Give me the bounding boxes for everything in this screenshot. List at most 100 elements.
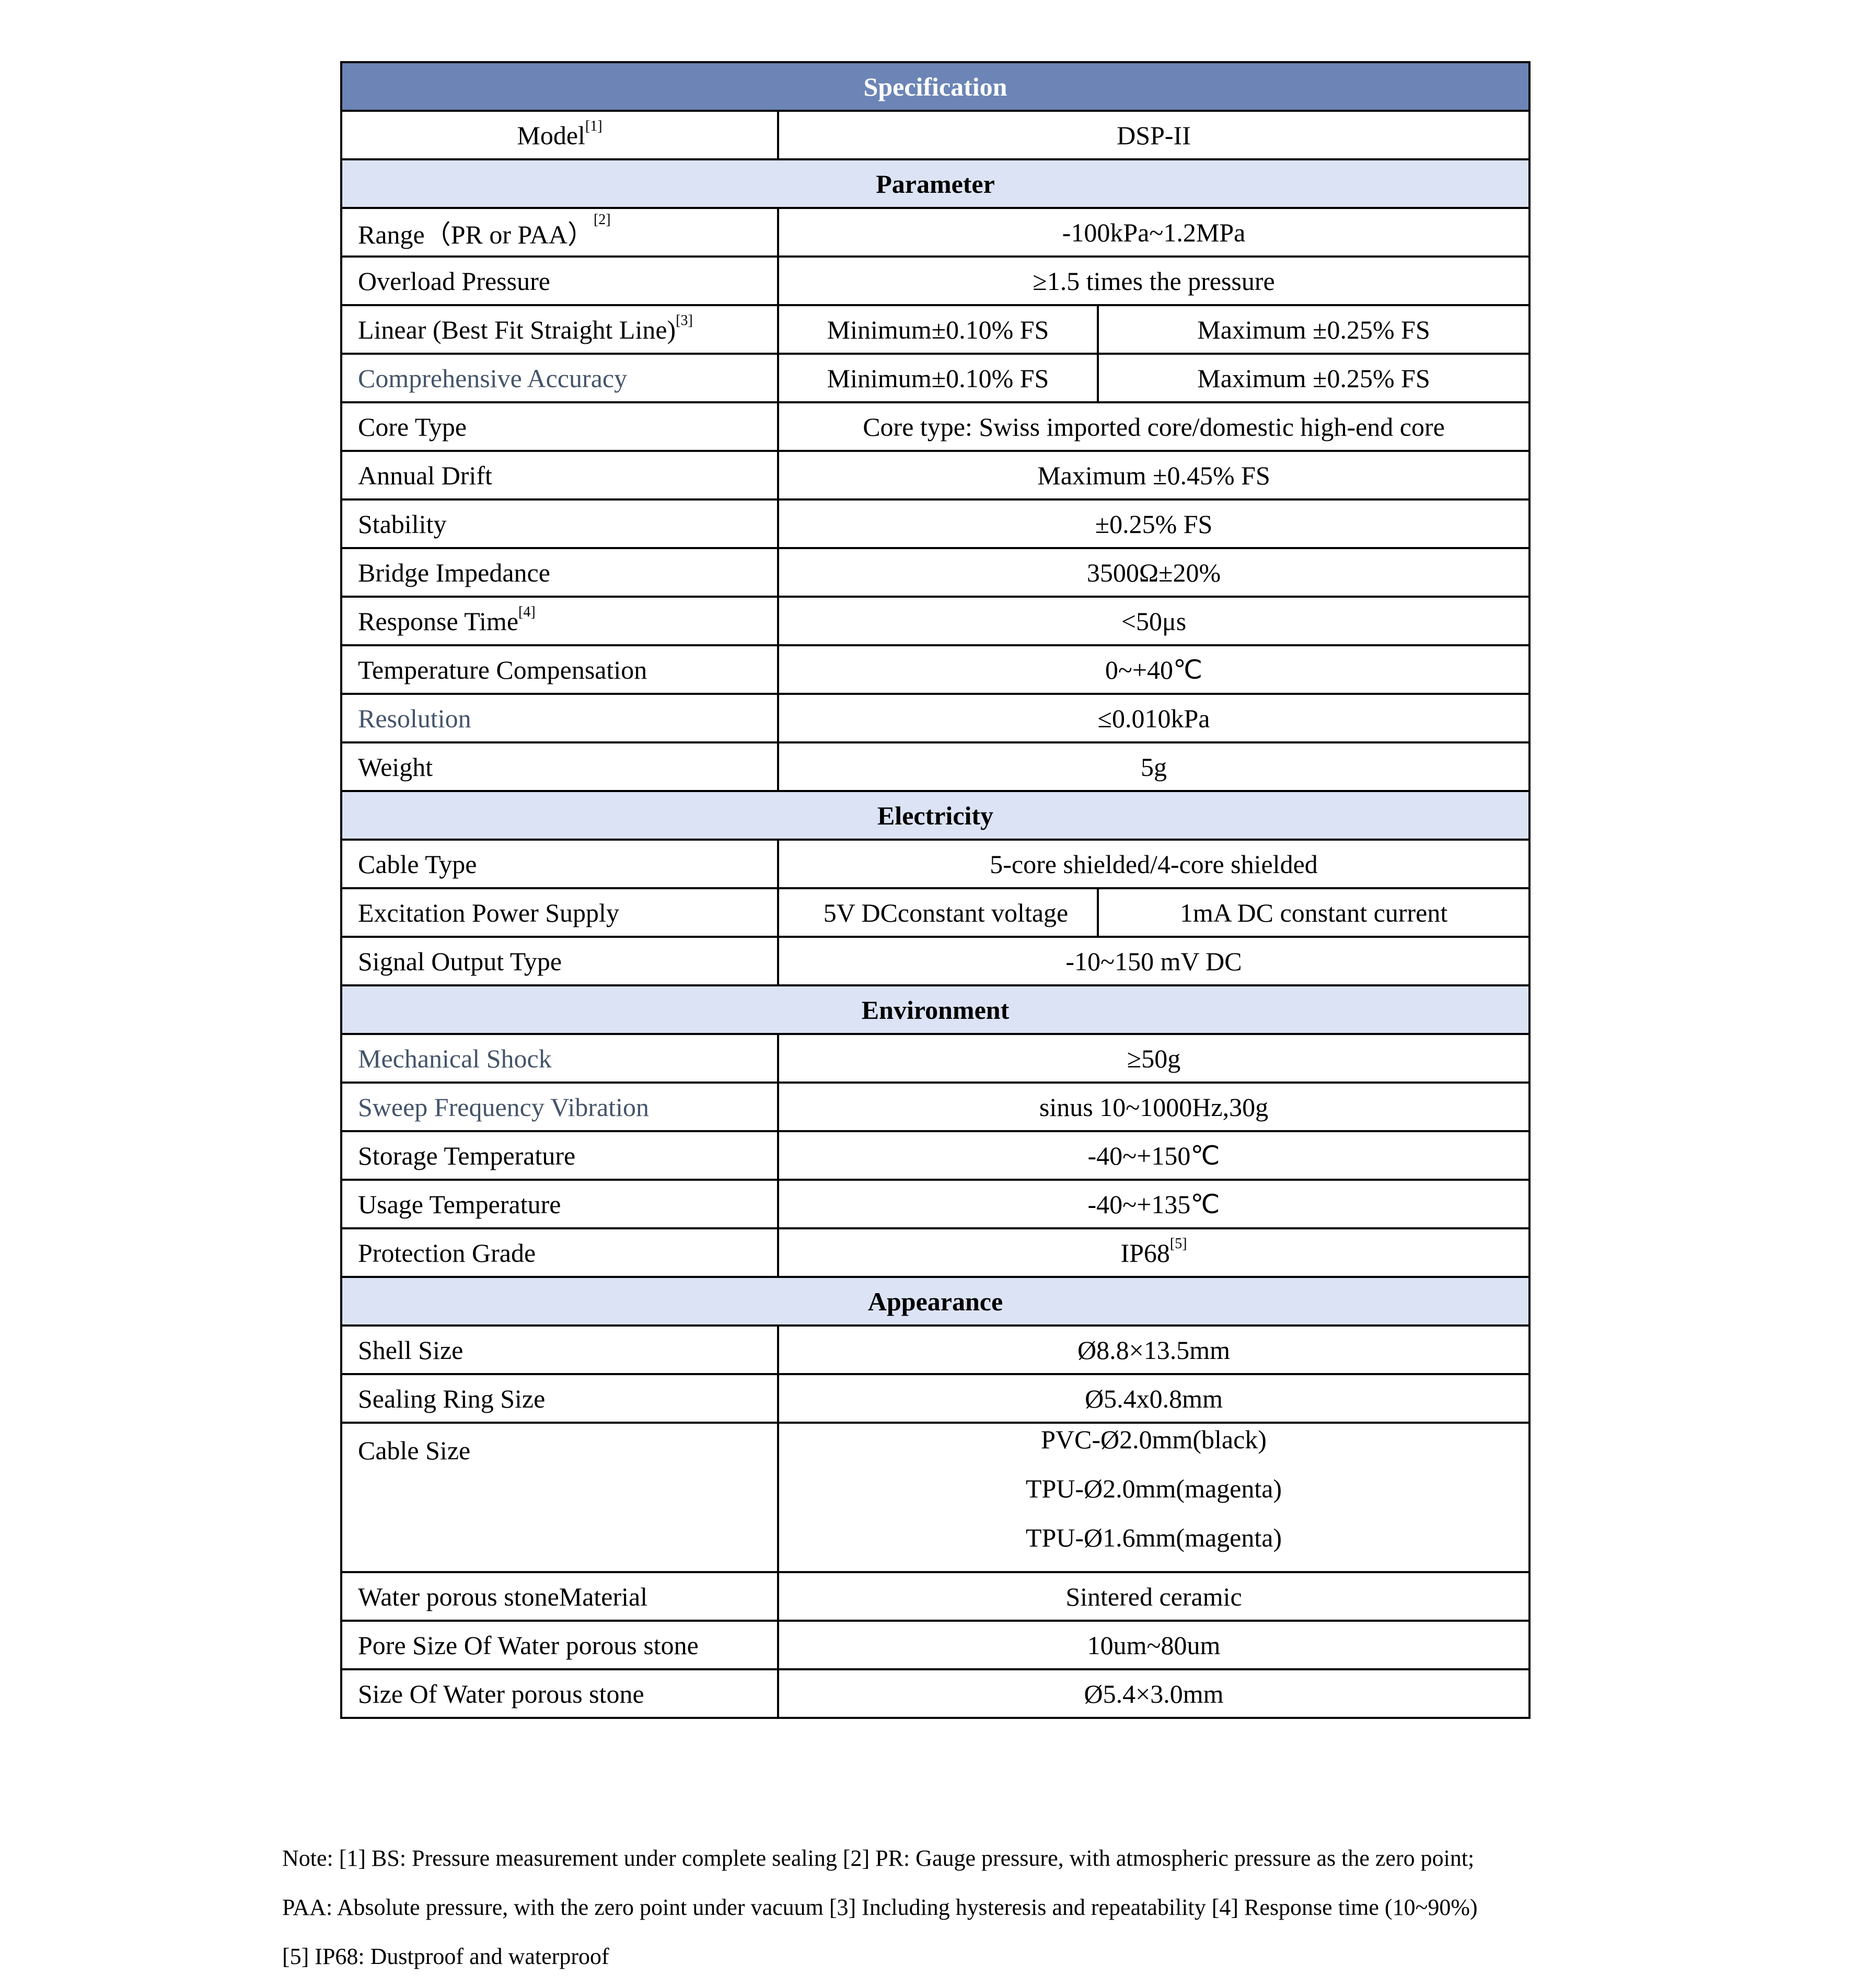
row-value-text: 10um~80um — [1087, 1630, 1221, 1660]
row-value-text: <50μs — [1121, 606, 1187, 636]
table-row: Sweep Frequency Vibration sinus 10~1000Hz… — [340, 1082, 1531, 1132]
row-value-text: Ø5.4×3.0mm — [1084, 1679, 1224, 1708]
row-value: -100kPa~1.2MPa — [776, 207, 1531, 258]
row-label-text: Temperature Compensation — [358, 655, 647, 684]
row-label-text: Shell Size — [358, 1335, 463, 1365]
row-label: Sweep Frequency Vibration — [340, 1082, 779, 1132]
row-label: Signal Output Type — [340, 936, 779, 986]
row-label: Linear (Best Fit Straight Line)[3] — [340, 304, 779, 355]
table-row: Size Of Water porous stone Ø5.4×3.0mm — [340, 1668, 1531, 1719]
row-value: Ø8.8×13.5mm — [776, 1324, 1531, 1375]
row-label: Annual Drift — [340, 450, 779, 501]
row-value: Maximum ±0.45% FS — [776, 450, 1531, 501]
value-line: PVC-Ø2.0mm(black) — [1041, 1425, 1267, 1454]
table-row: Pore Size Of Water porous stone 10um~80um — [340, 1620, 1531, 1670]
row-value-text: IP68 — [1120, 1238, 1170, 1268]
footnote-ref: [1] — [585, 118, 602, 134]
row-label: Temperature Compensation — [340, 644, 779, 695]
footnote-ref: [4] — [518, 603, 536, 620]
row-value: Sintered ceramic — [776, 1571, 1531, 1622]
table-row: Comprehensive Accuracy Minimum±0.10% FS Ma… — [340, 353, 1531, 403]
table-row: Temperature Compensation 0~+40℃ — [340, 644, 1531, 695]
row-label: Weight — [340, 741, 779, 792]
row-value-text: 3500Ω±20% — [1086, 557, 1221, 587]
row-value: Ø5.4×3.0mm — [776, 1668, 1531, 1719]
row-label-text: Stability — [358, 509, 447, 539]
note-line: PAA: Absolute pressure, with the zero po… — [282, 1894, 1478, 1920]
row-value: ±0.25% FS — [776, 498, 1531, 549]
row-value-text: sinus 10~1000Hz,30g — [1039, 1092, 1269, 1122]
table-row: Protection Grade IP68[5] — [340, 1227, 1531, 1278]
table-row: Response Time[4] <50μs — [340, 596, 1531, 646]
row-label: Shell Size — [340, 1324, 779, 1375]
row-value-text: Ø5.4x0.8mm — [1085, 1384, 1223, 1413]
table-row: Shell Size Ø8.8×13.5mm — [340, 1324, 1531, 1375]
table-row: Usage Temperature -40~+135℃ — [340, 1179, 1531, 1229]
row-value: ≥1.5 times the pressure — [776, 255, 1531, 306]
row-label: Overload Pressure — [340, 255, 779, 306]
row-value: 0~+40℃ — [776, 644, 1531, 695]
row-label: Water porous stoneMaterial — [340, 1571, 779, 1622]
model-label-text: Model — [517, 120, 585, 150]
footnote-ref: [3] — [676, 312, 693, 329]
footnote-ref: [5] — [1169, 1235, 1187, 1252]
row-label-text: Annual Drift — [358, 460, 492, 490]
row-value: ≤0.010kPa — [776, 693, 1531, 743]
row-value: 5-core shielded/4-core shielded — [776, 839, 1531, 889]
row-label-text: Water porous stoneMaterial — [358, 1582, 648, 1611]
row-label: Response Time[4] — [340, 596, 779, 646]
row-label: Size Of Water porous stone — [340, 1668, 779, 1719]
section-row: Electricity — [340, 790, 1531, 841]
table-row: Signal Output Type -10~150 mV DC — [340, 936, 1531, 986]
section-header: Appearance — [340, 1276, 1531, 1327]
value-line: TPU-Ø2.0mm(magenta) — [1025, 1474, 1282, 1503]
row-label: Stability — [340, 498, 779, 549]
table-row: Overload Pressure ≥1.5 times the pressure — [340, 255, 1531, 306]
row-label: Range（PR or PAA）[2] — [340, 207, 779, 258]
row-value: IP68[5] — [776, 1227, 1531, 1278]
model-value: DSP-II — [776, 110, 1531, 160]
row-label-text: Overload Pressure — [358, 266, 550, 296]
row-value-text: 5-core shielded/4-core shielded — [990, 849, 1318, 879]
row-value-text: ±0.25% FS — [1095, 509, 1213, 539]
row-value-text: -40~+150℃ — [1087, 1141, 1220, 1170]
section-header: Environment — [340, 984, 1531, 1035]
row-value-text: ≥1.5 times the pressure — [1033, 266, 1275, 296]
row-value-text: -100kPa~1.2MPa — [1062, 217, 1246, 247]
row-value-min: Minimum±0.10% FS — [777, 304, 1099, 355]
section-row: Parameter — [340, 158, 1531, 209]
section-row: Appearance — [340, 1276, 1531, 1327]
table-row: Range（PR or PAA）[2] -100kPa~1.2MPa — [340, 207, 1531, 258]
title-row: Specification — [340, 61, 1531, 112]
row-label-text: Linear (Best Fit Straight Line) — [358, 315, 676, 344]
row-label: Cable Type — [340, 839, 779, 889]
row-label-text: Weight — [358, 752, 433, 782]
row-label: Excitation Power Supply — [340, 887, 779, 938]
row-label: Bridge Impedance — [340, 547, 779, 598]
row-label-text: Sealing Ring Size — [358, 1384, 546, 1413]
table-row: Mechanical Shock ≥50g — [340, 1033, 1531, 1084]
row-label: Usage Temperature — [340, 1179, 779, 1229]
row-value-text: -10~150 mV DC — [1065, 946, 1242, 976]
row-value-min: 5V DCconstant voltage — [777, 887, 1099, 938]
table-row: Weight 5g — [340, 741, 1531, 792]
row-value: -40~+135℃ — [776, 1179, 1531, 1229]
row-value-max: Maximum ±0.25% FS — [1096, 353, 1531, 403]
row-value-text: ≥50g — [1127, 1043, 1181, 1073]
row-value-text: 5g — [1141, 752, 1167, 782]
row-label-text: Bridge Impedance — [358, 557, 550, 587]
row-value: 3500Ω±20% — [776, 547, 1531, 598]
table-row: Linear (Best Fit Straight Line)[3] Minimu… — [340, 304, 1531, 355]
model-row: Model[1] DSP-II — [340, 110, 1531, 160]
table-row: Resolution ≤0.010kPa — [340, 693, 1531, 743]
row-label-text: Storage Temperature — [358, 1141, 576, 1170]
row-value: 10um~80um — [776, 1620, 1531, 1670]
table-row: Bridge Impedance 3500Ω±20% — [340, 547, 1531, 598]
table-row: Storage Temperature -40~+150℃ — [340, 1130, 1531, 1181]
row-label-text: Range（PR or PAA） — [358, 219, 594, 249]
model-label: Model[1] — [340, 110, 779, 160]
row-label-text: Protection Grade — [358, 1238, 536, 1268]
table-title: Specification — [340, 61, 1531, 112]
row-value: PVC-Ø2.0mm(black) TPU-Ø2.0mm(magenta) TPU-… — [776, 1422, 1531, 1573]
table-row: Core Type Core type: Swiss imported core/… — [340, 401, 1531, 452]
